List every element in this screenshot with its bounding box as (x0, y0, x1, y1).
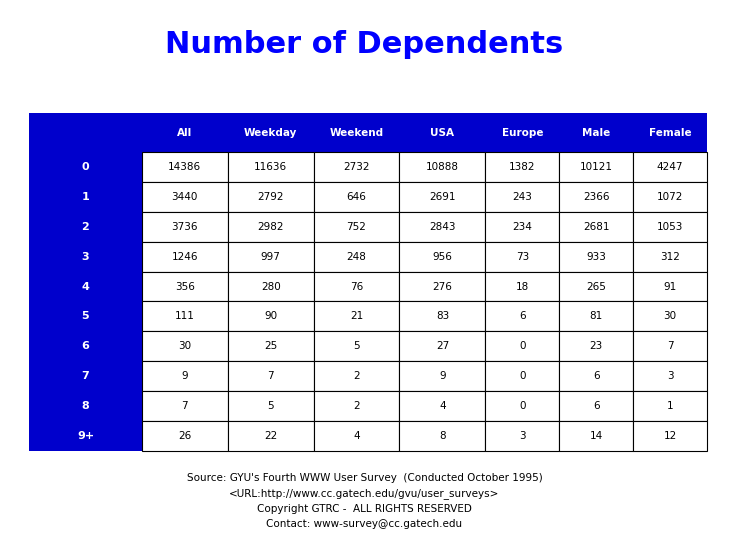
Text: 6: 6 (82, 341, 90, 351)
Text: 7: 7 (268, 371, 274, 381)
Text: 4: 4 (82, 281, 90, 291)
Text: 3440: 3440 (171, 192, 198, 202)
Text: 2: 2 (354, 401, 360, 411)
Text: 1: 1 (82, 192, 90, 202)
Text: Weekend: Weekend (330, 128, 383, 138)
Text: 356: 356 (175, 281, 195, 291)
Text: 1072: 1072 (657, 192, 683, 202)
Text: USA: USA (430, 128, 454, 138)
Text: 3: 3 (519, 431, 526, 441)
Text: 0: 0 (519, 401, 526, 411)
Text: 9: 9 (439, 371, 445, 381)
Text: 4247: 4247 (657, 162, 683, 172)
Text: 8: 8 (439, 431, 445, 441)
Text: 1246: 1246 (171, 252, 198, 262)
Text: 1053: 1053 (657, 222, 683, 232)
Text: 7: 7 (182, 401, 188, 411)
Text: 27: 27 (436, 341, 449, 351)
Text: 752: 752 (346, 222, 367, 232)
Text: 280: 280 (261, 281, 281, 291)
Text: 111: 111 (175, 311, 195, 321)
Text: 22: 22 (264, 431, 277, 441)
Text: 12: 12 (663, 431, 677, 441)
Text: 9: 9 (182, 371, 188, 381)
Text: Copyright GTRC -  ALL RIGHTS RESERVED: Copyright GTRC - ALL RIGHTS RESERVED (257, 504, 472, 514)
Text: 6: 6 (593, 401, 599, 411)
Text: 1382: 1382 (509, 162, 536, 172)
Text: 81: 81 (590, 311, 603, 321)
Text: 248: 248 (346, 252, 367, 262)
Text: 276: 276 (432, 281, 453, 291)
Text: Source: GYU's Fourth WWW User Survey  (Conducted October 1995): Source: GYU's Fourth WWW User Survey (Co… (187, 473, 542, 483)
Text: 0: 0 (82, 162, 89, 172)
Text: Contact: www-survey@cc.gatech.edu: Contact: www-survey@cc.gatech.edu (266, 519, 463, 529)
Text: 2366: 2366 (583, 192, 609, 202)
Text: 3736: 3736 (171, 222, 198, 232)
Text: 265: 265 (586, 281, 607, 291)
Text: 9+: 9+ (77, 431, 94, 441)
Text: 0: 0 (519, 371, 526, 381)
Text: Weekday: Weekday (244, 128, 297, 138)
Text: 997: 997 (261, 252, 281, 262)
Text: 2843: 2843 (429, 222, 456, 232)
Text: 5: 5 (82, 311, 89, 321)
Text: 2: 2 (82, 222, 90, 232)
Text: 91: 91 (663, 281, 677, 291)
Text: 7: 7 (82, 371, 90, 381)
Text: 26: 26 (178, 431, 192, 441)
Text: 5: 5 (268, 401, 274, 411)
Text: 312: 312 (660, 252, 680, 262)
Text: 1: 1 (667, 401, 674, 411)
Text: 23: 23 (590, 341, 603, 351)
Text: 2792: 2792 (257, 192, 284, 202)
Text: 2982: 2982 (257, 222, 284, 232)
Text: 73: 73 (515, 252, 529, 262)
Text: 2732: 2732 (343, 162, 370, 172)
Text: 10888: 10888 (426, 162, 459, 172)
Text: Female: Female (649, 128, 692, 138)
Text: Number of Dependents: Number of Dependents (165, 30, 564, 59)
Text: 0: 0 (519, 341, 526, 351)
Text: <URL:http://www.cc.gatech.edu/gvu/user_surveys>: <URL:http://www.cc.gatech.edu/gvu/user_s… (230, 488, 499, 499)
Text: 90: 90 (264, 311, 277, 321)
Text: 933: 933 (586, 252, 607, 262)
Text: 3: 3 (82, 252, 89, 262)
Text: 18: 18 (515, 281, 529, 291)
Text: 6: 6 (519, 311, 526, 321)
Text: 14386: 14386 (168, 162, 201, 172)
Text: 2691: 2691 (429, 192, 456, 202)
Text: Europe: Europe (502, 128, 543, 138)
Text: 83: 83 (436, 311, 449, 321)
Text: 5: 5 (354, 341, 360, 351)
Text: 243: 243 (512, 192, 532, 202)
Text: 7: 7 (667, 341, 674, 351)
Text: 4: 4 (354, 431, 360, 441)
Text: All: All (177, 128, 192, 138)
Text: 30: 30 (178, 341, 191, 351)
Text: 8: 8 (82, 401, 90, 411)
Text: 11636: 11636 (254, 162, 287, 172)
Text: 4: 4 (439, 401, 445, 411)
Text: 14: 14 (590, 431, 603, 441)
Text: 25: 25 (264, 341, 277, 351)
Text: 3: 3 (667, 371, 674, 381)
Text: 234: 234 (512, 222, 532, 232)
Text: 21: 21 (350, 311, 363, 321)
Text: 76: 76 (350, 281, 363, 291)
Text: 6: 6 (593, 371, 599, 381)
Text: 2: 2 (354, 371, 360, 381)
Text: 2681: 2681 (583, 222, 609, 232)
Text: 646: 646 (346, 192, 367, 202)
Text: 10121: 10121 (580, 162, 613, 172)
Text: Male: Male (582, 128, 610, 138)
Text: 30: 30 (663, 311, 677, 321)
Text: 956: 956 (432, 252, 453, 262)
